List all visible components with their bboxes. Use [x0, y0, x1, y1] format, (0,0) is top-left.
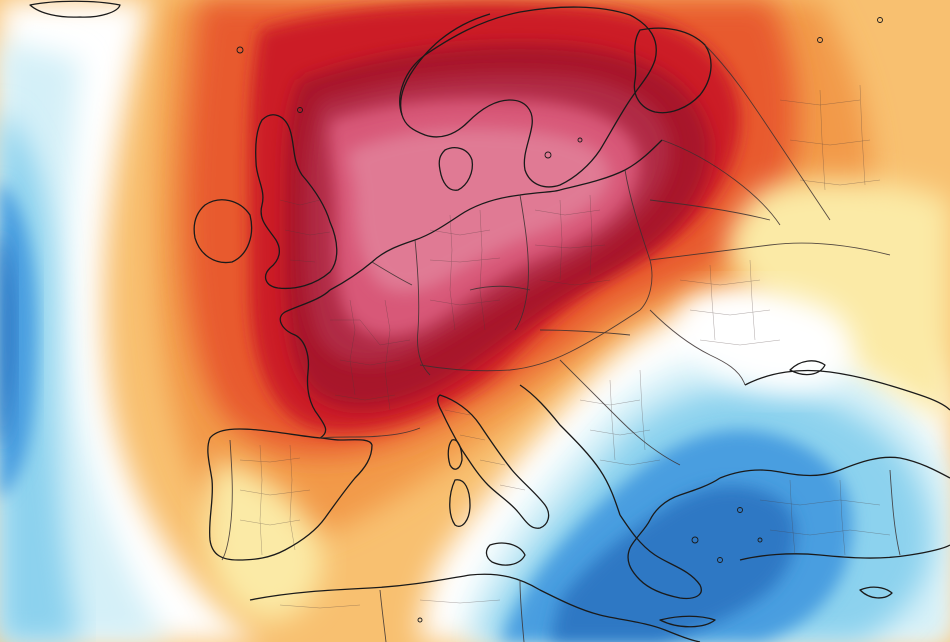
turkey-south-coast	[739, 544, 950, 561]
regional-grid-poland	[534, 194, 611, 286]
island	[717, 557, 723, 563]
border-turkey-east	[889, 469, 901, 556]
border-spain-portugal	[221, 439, 233, 561]
border-benelux	[371, 261, 413, 286]
sardinia-coast	[449, 479, 471, 527]
border-romania	[649, 309, 746, 386]
cyprus-coast	[859, 586, 893, 599]
ukraine-white-zone	[680, 291, 853, 393]
island	[236, 46, 244, 54]
regional-grid-balkans	[579, 369, 661, 466]
coastlines	[29, 0, 950, 642]
corsica-coast	[447, 439, 463, 470]
border-france-spain	[319, 427, 421, 439]
island	[737, 507, 743, 513]
island	[757, 537, 763, 543]
border-alps	[419, 309, 641, 372]
iceland-coast	[29, 0, 121, 18]
continent-north-coast	[329, 189, 561, 291]
island	[817, 37, 823, 43]
regional-grid-germany	[429, 209, 501, 331]
crete-coast	[659, 615, 716, 628]
france-west-coast	[279, 289, 331, 439]
border-russia	[704, 44, 831, 221]
island	[691, 536, 699, 544]
regional-grid-iberia	[239, 444, 311, 556]
island	[297, 107, 303, 113]
iberia-mixed-zone	[204, 460, 323, 621]
greece-coast	[619, 477, 721, 600]
black-sea-coast	[744, 369, 950, 411]
crimea-coast	[789, 360, 826, 376]
regional-grid-ukraine	[679, 259, 781, 346]
border-germany-poland	[514, 194, 529, 331]
regional-grid-russia	[779, 84, 881, 191]
balkan-deep-blue-core	[550, 485, 797, 642]
britain-coast	[255, 114, 338, 290]
border-poland-east	[624, 169, 653, 311]
east-pale-zone	[728, 179, 950, 420]
italy-coast	[437, 394, 550, 529]
norway-coast	[400, 13, 491, 116]
country-borders	[221, 44, 901, 642]
adriatic-east-coast	[519, 384, 621, 516]
regional-grid-turkey	[759, 479, 891, 556]
island	[577, 137, 583, 143]
warm-pink-core	[348, 128, 610, 293]
border-czech	[469, 285, 531, 291]
regional-grid-north-africa	[279, 599, 501, 609]
iberia-coast	[207, 428, 373, 561]
border-hungary	[539, 329, 631, 336]
border-north-africa	[379, 579, 525, 642]
finland-coast	[633, 27, 712, 114]
islands	[236, 17, 883, 623]
regional-grid-britain	[279, 199, 331, 263]
north-africa-coast	[249, 573, 701, 642]
border-ukraine	[649, 242, 891, 261]
regional-borders	[239, 84, 891, 609]
regional-grid-italy	[444, 409, 526, 491]
atlantic-cold-core	[0, 230, 16, 450]
border-balkans	[559, 359, 681, 466]
regional-grid-france	[330, 299, 411, 411]
island	[544, 151, 552, 159]
border-baltics	[661, 139, 781, 226]
sicily-coast	[485, 542, 526, 566]
ireland-coast	[193, 199, 253, 264]
border-france-germany	[414, 239, 431, 376]
scandinavia-coast	[399, 6, 657, 188]
island	[877, 17, 883, 23]
island	[417, 617, 423, 623]
turkey-coast	[719, 456, 950, 479]
border-belarus	[649, 199, 771, 221]
denmark-coast	[438, 147, 474, 191]
